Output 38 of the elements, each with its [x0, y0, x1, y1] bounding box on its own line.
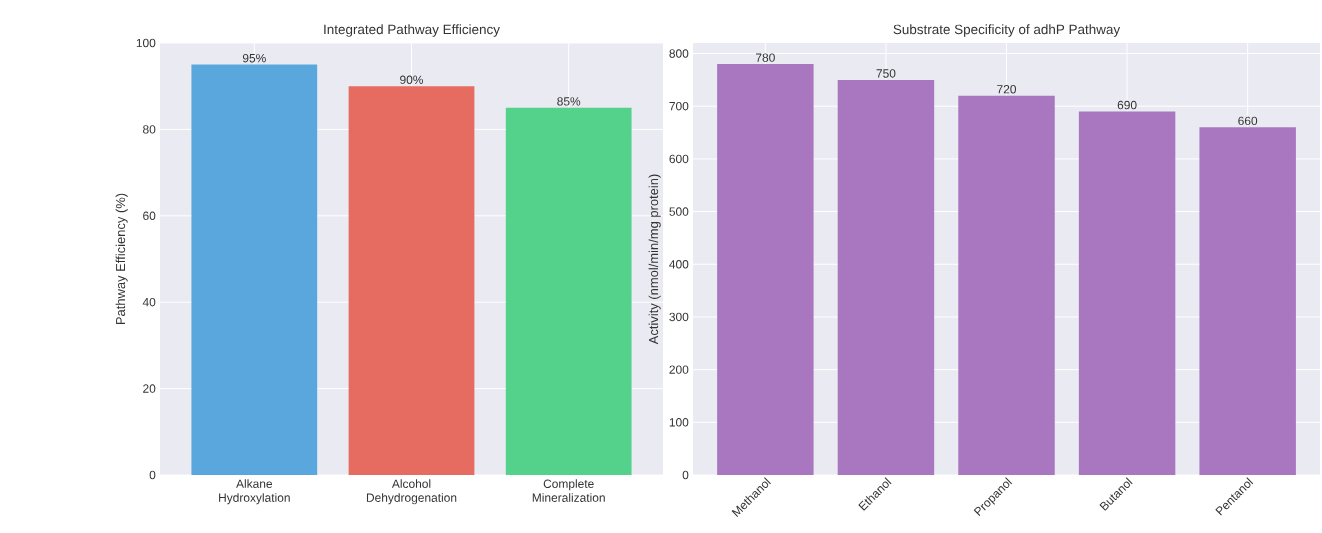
y-axis-title: Pathway Efficiency (%) [115, 193, 128, 325]
y-tick-label: 0 [682, 470, 689, 480]
y-tick-label: 20 [143, 384, 156, 393]
data-label: 85% [557, 97, 581, 106]
y-tick-label: 80 [143, 125, 156, 134]
y-axis-title: Activity (nmol/min/mg protein) [648, 174, 661, 345]
y-tick-label: 500 [669, 207, 689, 216]
y-tick-label: 200 [669, 365, 689, 374]
y-tick-label: 800 [669, 49, 689, 58]
y-tick-label: 100 [669, 418, 689, 427]
data-label: 750 [876, 69, 896, 78]
chart-title: Integrated Pathway Efficiency [324, 24, 500, 37]
bar [348, 86, 475, 475]
y-tick-label: 700 [669, 101, 689, 111]
y-tick-label: 40 [142, 297, 156, 307]
y-tick-label: 600 [669, 154, 689, 164]
y-tick-label: 300 [669, 312, 689, 322]
chart-title: Substrate Specificity of adhP Pathway [893, 24, 1121, 37]
x-tick-label: Alkane Hydroxylation [219, 479, 290, 505]
bar [505, 107, 632, 475]
bar [1078, 111, 1176, 475]
y-tick-label: 100 [136, 38, 156, 48]
data-label: 690 [1117, 100, 1137, 110]
data-label: 660 [1238, 116, 1258, 126]
y-tick-label: 60 [143, 211, 156, 221]
data-label: 780 [755, 53, 775, 62]
bar [1199, 127, 1296, 475]
bar [837, 79, 935, 475]
x-tick-label: Alcohol Dehydrogenation [366, 479, 457, 505]
data-label: 90% [400, 75, 424, 84]
bar [958, 95, 1055, 475]
data-label: 720 [997, 85, 1017, 94]
x-tick-label: Complete Mineralization [532, 479, 605, 502]
bar [717, 64, 814, 475]
bar [191, 64, 318, 475]
y-tick-label: 400 [669, 260, 689, 269]
data-label: 95% [242, 53, 266, 63]
y-tick-label: 0 [149, 470, 156, 480]
